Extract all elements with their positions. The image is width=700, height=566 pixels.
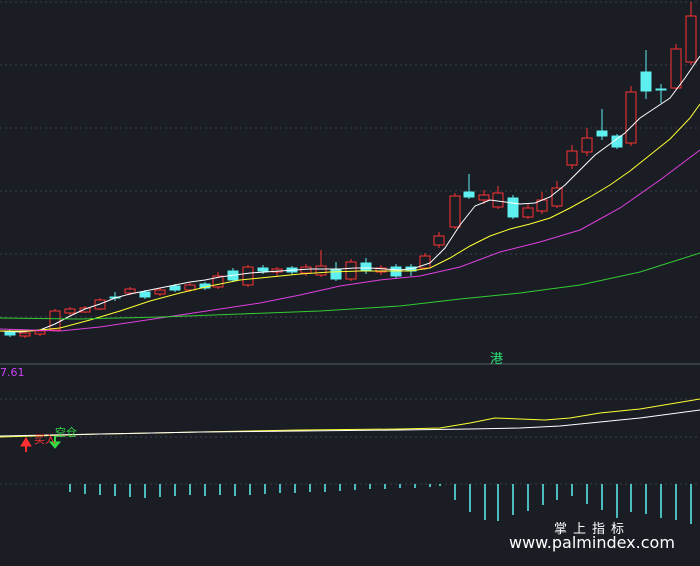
candle-body — [596, 130, 608, 137]
candle-body — [522, 207, 534, 218]
buy-signal-label: 买入 — [34, 433, 56, 446]
candle-body — [478, 194, 490, 201]
watermark-cn: 掌上指标 — [554, 522, 631, 537]
indicator-slow-line — [0, 409, 700, 437]
candle-body — [611, 135, 623, 148]
candle-body — [507, 197, 519, 218]
candle-body — [345, 261, 357, 280]
candle-body — [685, 15, 697, 63]
candle-body — [449, 195, 461, 228]
candlesticks — [4, 2, 697, 338]
candle-body — [640, 71, 652, 92]
main-panel-grid — [0, 1, 700, 485]
candle-body — [184, 284, 196, 291]
candle-body — [242, 266, 254, 286]
candle-body — [419, 255, 431, 269]
candle-body — [139, 291, 151, 298]
candle-body — [212, 275, 224, 288]
ma5-line — [0, 55, 700, 333]
candle-body — [124, 288, 136, 294]
candle-body — [581, 137, 593, 153]
ma10-line — [0, 103, 700, 332]
candle-body — [315, 265, 327, 276]
candle-body — [154, 289, 166, 295]
candle-body — [655, 88, 667, 91]
buy-arrow-icon — [20, 437, 32, 452]
ma60-line — [0, 252, 700, 320]
candle-body — [566, 150, 578, 166]
candle-body — [169, 285, 181, 291]
candle-body — [330, 269, 342, 280]
candle-body — [19, 332, 31, 337]
candle-body — [34, 330, 46, 335]
candle-body — [551, 187, 563, 207]
ma20-line — [0, 149, 700, 332]
candle-body — [79, 307, 91, 313]
indicator-bars — [69, 484, 692, 524]
candle-body — [375, 267, 387, 273]
sell-signal-label: 空仓 — [55, 426, 77, 439]
candle-body — [257, 267, 269, 272]
watermark-url: www.palmindex.com — [509, 533, 675, 552]
candle-body — [463, 191, 475, 198]
indicator-value: 7.61 — [0, 366, 25, 379]
candle-body — [433, 235, 445, 246]
sell-arrow-icon — [48, 436, 62, 449]
candle-body — [670, 48, 682, 89]
candle-body — [49, 310, 61, 331]
candle-body — [360, 262, 372, 271]
candle-body — [625, 91, 637, 144]
candle-body — [492, 192, 504, 208]
indicator-fast-line — [0, 398, 700, 438]
market-badge: 港 — [490, 352, 504, 367]
candle-body — [64, 308, 76, 314]
